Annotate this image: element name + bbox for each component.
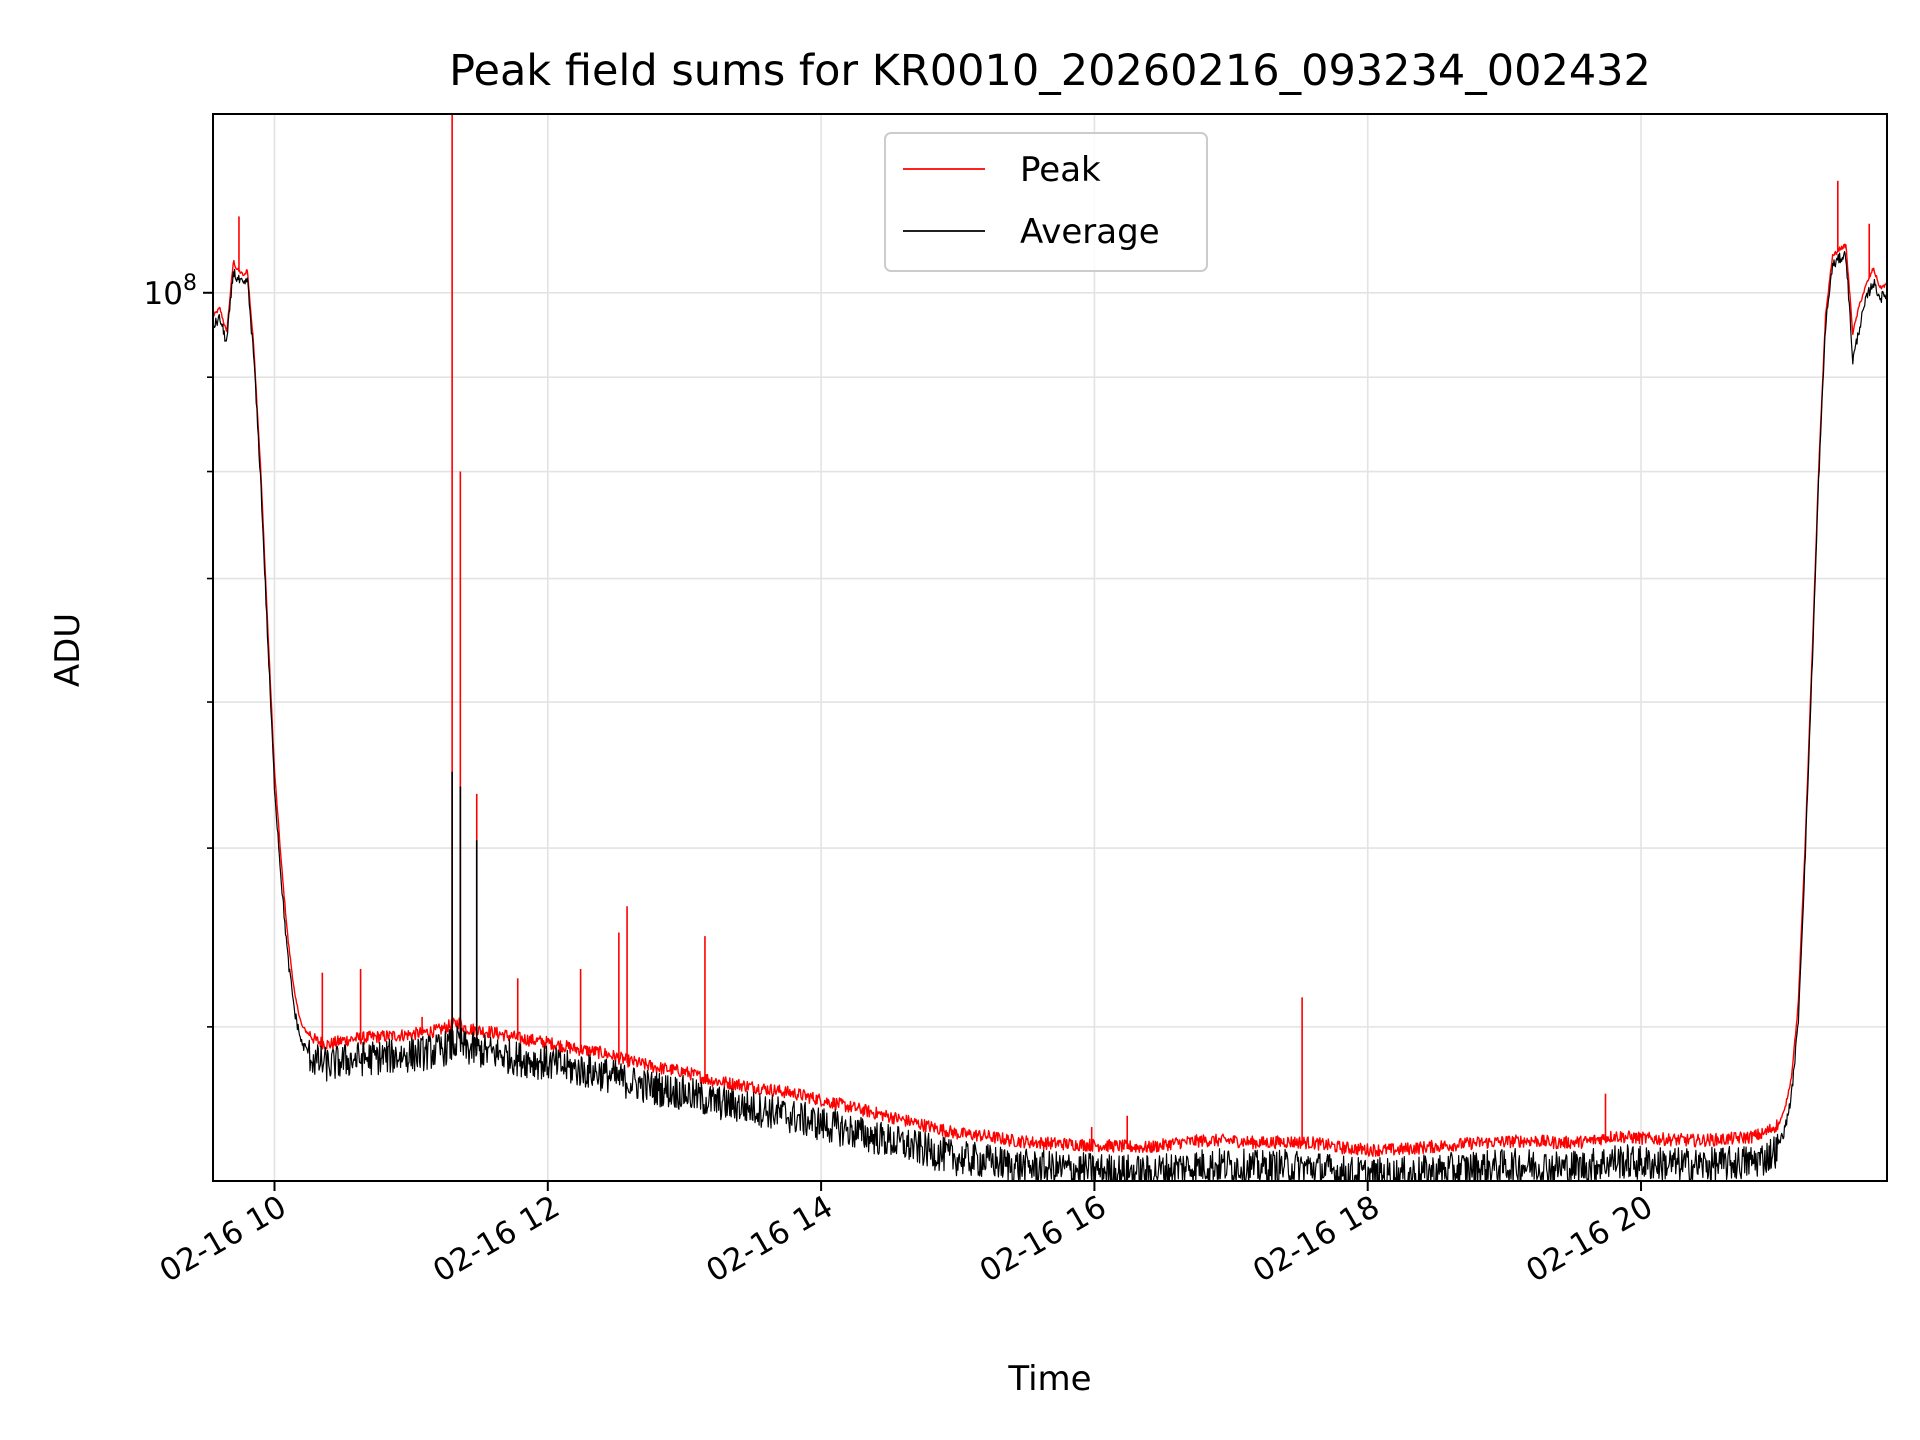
series-line-peak bbox=[213, 243, 1887, 1157]
y-tick-label: 108 bbox=[144, 271, 197, 312]
series-layer bbox=[213, 114, 1887, 1181]
legend-average-label: Average bbox=[1020, 212, 1160, 252]
grid bbox=[213, 114, 1887, 1181]
chart-title: Peak field sums for KR0010_20260216_0932… bbox=[449, 46, 1651, 96]
y-axis-label: ADU bbox=[48, 613, 88, 687]
series-line-average bbox=[213, 251, 1887, 1181]
legend-peak-label: Peak bbox=[1020, 150, 1101, 190]
legend: Peak Average bbox=[884, 132, 1208, 272]
plot-frame bbox=[212, 113, 1888, 1182]
legend-box bbox=[884, 132, 1208, 272]
x-axis-label: Time bbox=[1007, 1359, 1091, 1399]
